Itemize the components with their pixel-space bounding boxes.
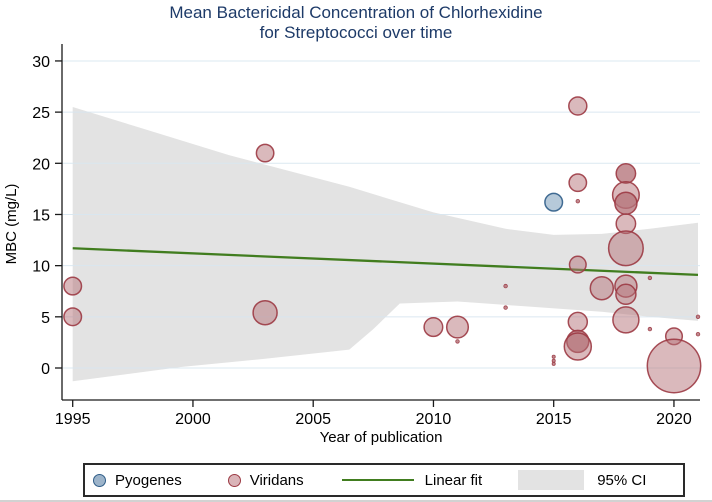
viridans-point [614,191,638,215]
pyogenes-marker-icon [93,473,106,487]
viridans-point [647,275,653,281]
chart-title-line1: Mean Bactericidal Concentration of Chlor… [169,3,543,22]
viridans-point [568,173,588,193]
x-tick-label-2015: 2015 [536,411,572,428]
x-tick-label-2010: 2010 [416,411,452,428]
legend-label-pyogenes: Pyogenes [115,471,182,489]
y-tick-label-15: 15 [32,207,50,224]
viridans-point [607,230,644,267]
chart-title: Mean Bactericidal Concentration of Chlor… [0,3,712,43]
ci-band [72,107,698,382]
ci-band-swatch-icon [518,470,585,490]
viridans-point [575,198,580,204]
viridans-point [612,306,640,334]
viridans-point [445,315,470,339]
viridans-point [455,339,460,344]
linear-fit-line [72,247,699,277]
y-tick-label-0: 0 [41,361,50,378]
legend-label-viridans: Viridans [249,471,304,489]
viridans-point [503,305,508,310]
viridans-point [503,283,508,289]
viridans-marker-icon [227,473,241,487]
legend-item-pyogenes: Pyogenes [93,472,182,489]
viridans-point [63,307,83,327]
viridans-point [695,332,701,337]
chart-title-line2: for Streptococci over time [259,23,453,42]
y-tick-label-20: 20 [32,156,50,173]
viridans-point [551,361,556,366]
legend-item-linear-fit: Linear fit [341,471,483,489]
viridans-point [568,255,587,274]
viridans-point [563,332,593,361]
viridans-point [615,163,637,184]
viridans-point [568,96,588,116]
y-tick-label-10: 10 [32,259,50,276]
viridans-point [567,311,589,333]
y-tick-label-30: 30 [32,54,50,71]
viridans-point [252,299,278,326]
viridans-point [695,314,701,319]
pyogenes-point [544,192,564,212]
viridans-point [647,326,653,332]
viridans-point [646,338,702,394]
mbc-scatter-plot: 0 5 10 15 20 25 30 1995 2000 2005 2010 2015 2020 Year… [3,44,702,446]
viridans-point [615,283,637,306]
x-tick-label-1995: 1995 [55,411,91,428]
y-axis-title: MBC (mg/L) [3,184,20,265]
legend-label-ci: 95% CI [597,471,647,489]
x-tick-label-2020: 2020 [656,411,692,428]
x-tick-label-2005: 2005 [295,411,331,428]
viridans-point [63,276,83,296]
legend-label-linear-fit: Linear fit [424,471,483,489]
viridans-point [255,143,275,163]
y-tick-label-25: 25 [32,105,50,122]
x-tick-label-2000: 2000 [175,411,211,428]
viridans-point [589,275,615,301]
legend-item-viridans: Viridans [227,471,304,489]
y-tick-label-5: 5 [41,310,50,327]
legend: Pyogenes Viridans Linear fit 95% CI [83,463,685,497]
legend-item-ci: 95% CI [518,470,646,490]
viridans-point [551,354,556,359]
viridans-point [423,317,444,338]
linear-fit-line-icon [341,479,414,481]
x-axis-title: Year of publication [320,429,443,446]
